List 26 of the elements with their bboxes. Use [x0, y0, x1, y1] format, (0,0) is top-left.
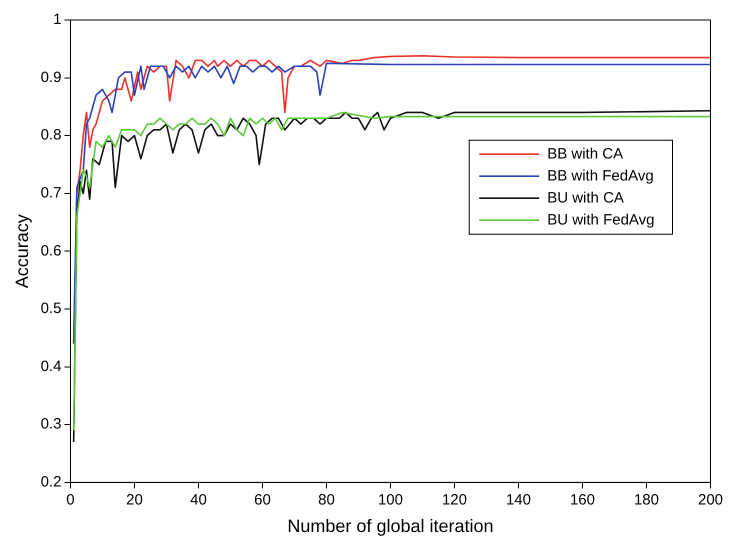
x-tick-label: 20 — [126, 492, 143, 509]
x-tick-label: 0 — [66, 492, 75, 509]
x-tick-label: 180 — [634, 492, 659, 509]
x-axis-title: Number of global iteration — [287, 516, 494, 536]
legend-label: BB with FedAvg — [547, 167, 654, 184]
x-tick-label: 100 — [378, 492, 403, 509]
y-tick-label: 0.7 — [40, 184, 62, 202]
legend-label: BU with CA — [547, 189, 624, 206]
y-axis-title: Accuracy — [12, 214, 32, 288]
y-tick-label: 0.4 — [40, 358, 62, 375]
y-tick-label: 0.2 — [40, 474, 62, 491]
y-tick-label: 0.9 — [40, 68, 62, 86]
x-tick-label: 40 — [190, 492, 207, 509]
x-tick-label: 60 — [254, 492, 271, 509]
x-tick-label: 120 — [442, 492, 467, 509]
y-tick-label: 0.6 — [40, 242, 62, 260]
y-tick-label: 1 — [53, 11, 62, 28]
legend-label: BU with FedAvg — [547, 211, 654, 228]
x-tick-label: 80 — [318, 492, 335, 509]
x-tick-label: 200 — [698, 492, 723, 509]
y-tick-label: 0.5 — [40, 300, 62, 318]
x-tick-label: 160 — [570, 492, 595, 509]
legend-label: BB with CA — [547, 145, 624, 162]
x-tick-label: 140 — [506, 492, 531, 509]
y-tick-label: 0.8 — [40, 126, 62, 144]
y-tick-label: 0.3 — [40, 416, 62, 433]
